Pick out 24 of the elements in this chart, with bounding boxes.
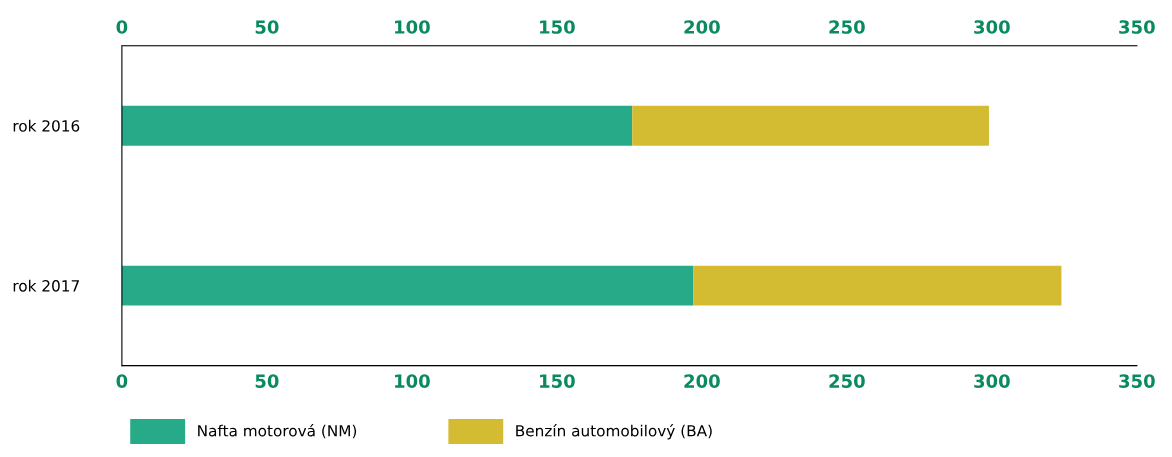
x2-tick-label: 250 xyxy=(829,20,865,34)
x-tick-label: 50 xyxy=(255,374,279,388)
bar xyxy=(121,265,694,306)
x2-tick-label: 300 xyxy=(974,20,1010,34)
bar xyxy=(632,105,989,146)
x-tick-label: 100 xyxy=(395,374,430,388)
legend-label: Nafta motorová (NM) xyxy=(198,424,357,439)
x2-tick-label: 100 xyxy=(395,20,430,34)
x-tick-label: 350 xyxy=(1119,374,1155,388)
x2-tick-label: 50 xyxy=(255,20,279,34)
legend-label: Benzín automobilový (BA) xyxy=(516,424,712,440)
bar xyxy=(121,105,633,146)
x-tick-label: 150 xyxy=(540,374,575,388)
x2-tick-label: 0 xyxy=(116,20,128,34)
x-tick-label: 0 xyxy=(116,374,128,388)
x2-tick-label: 200 xyxy=(684,20,720,34)
bar xyxy=(693,265,1062,306)
x2-tick-label: 350 xyxy=(1119,20,1155,34)
x-tick-label: 250 xyxy=(829,374,865,388)
x-tick-label: 300 xyxy=(974,374,1010,388)
y-tick-label: rok 2016 xyxy=(13,119,80,132)
x2-tick-label: 150 xyxy=(540,20,575,34)
x-tick-label: 200 xyxy=(684,374,720,388)
y-tick-label: rok 2017 xyxy=(13,279,79,292)
